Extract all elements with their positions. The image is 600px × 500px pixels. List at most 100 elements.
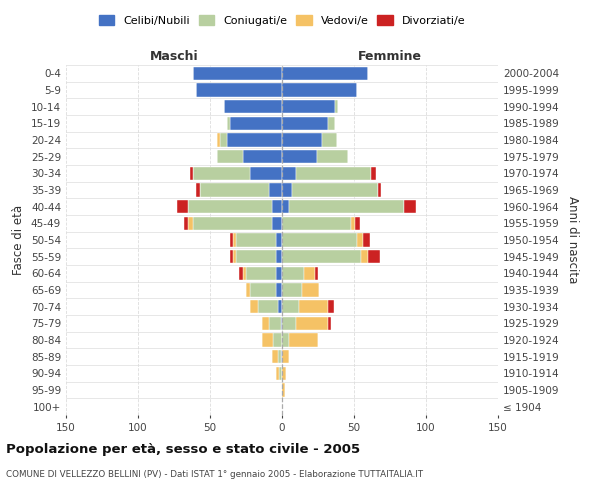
- Bar: [200, 184, 269, 196]
- Bar: [299, 300, 328, 314]
- Bar: [272, 200, 282, 213]
- Bar: [282, 300, 299, 314]
- Bar: [193, 166, 250, 180]
- Bar: [272, 350, 278, 364]
- Bar: [227, 134, 282, 146]
- Bar: [304, 266, 315, 280]
- Bar: [177, 200, 188, 213]
- Bar: [282, 334, 289, 346]
- Bar: [217, 150, 243, 164]
- Bar: [230, 234, 233, 246]
- Bar: [196, 184, 200, 196]
- Bar: [282, 84, 357, 96]
- Bar: [282, 284, 302, 296]
- Bar: [262, 316, 269, 330]
- Y-axis label: Anni di nascita: Anni di nascita: [566, 196, 579, 284]
- Bar: [328, 316, 331, 330]
- Bar: [246, 284, 250, 296]
- Bar: [282, 150, 317, 164]
- Bar: [233, 250, 236, 264]
- Bar: [236, 250, 276, 264]
- Bar: [184, 216, 188, 230]
- Text: Maschi: Maschi: [149, 50, 199, 62]
- Bar: [193, 216, 272, 230]
- Bar: [282, 166, 296, 180]
- Bar: [276, 234, 282, 246]
- Bar: [289, 334, 318, 346]
- Bar: [243, 150, 282, 164]
- Y-axis label: Fasce di età: Fasce di età: [13, 205, 25, 275]
- Bar: [282, 366, 286, 380]
- Bar: [282, 384, 285, 396]
- Bar: [296, 316, 328, 330]
- Bar: [233, 234, 236, 246]
- Bar: [361, 250, 368, 264]
- Bar: [230, 250, 233, 264]
- Bar: [282, 66, 368, 80]
- Bar: [193, 66, 282, 80]
- Bar: [278, 300, 282, 314]
- Text: Popolazione per età, sesso e stato civile - 2005: Popolazione per età, sesso e stato civil…: [6, 442, 360, 456]
- Bar: [368, 250, 380, 264]
- Legend: Celibi/Nubili, Coniugati/e, Vedovi/e, Divorziati/e: Celibi/Nubili, Coniugati/e, Vedovi/e, Di…: [94, 10, 470, 30]
- Text: Femmine: Femmine: [358, 50, 422, 62]
- Bar: [289, 200, 404, 213]
- Bar: [276, 366, 279, 380]
- Bar: [276, 266, 282, 280]
- Bar: [328, 116, 335, 130]
- Bar: [281, 316, 282, 330]
- Bar: [362, 234, 370, 246]
- Bar: [274, 334, 282, 346]
- Bar: [250, 166, 282, 180]
- Bar: [357, 234, 362, 246]
- Bar: [269, 184, 282, 196]
- Bar: [217, 134, 220, 146]
- Bar: [188, 216, 193, 230]
- Bar: [282, 250, 361, 264]
- Bar: [351, 216, 355, 230]
- Bar: [282, 100, 335, 114]
- Bar: [230, 116, 282, 130]
- Bar: [250, 300, 257, 314]
- Bar: [272, 216, 282, 230]
- Bar: [317, 150, 348, 164]
- Bar: [236, 234, 276, 246]
- Bar: [243, 266, 246, 280]
- Bar: [282, 134, 322, 146]
- Bar: [188, 200, 272, 213]
- Bar: [278, 350, 281, 364]
- Bar: [282, 200, 289, 213]
- Bar: [282, 234, 357, 246]
- Bar: [335, 100, 338, 114]
- Bar: [257, 300, 278, 314]
- Bar: [281, 350, 282, 364]
- Bar: [279, 366, 282, 380]
- Bar: [276, 284, 282, 296]
- Bar: [404, 200, 416, 213]
- Bar: [371, 166, 376, 180]
- Bar: [322, 134, 337, 146]
- Bar: [239, 266, 243, 280]
- Bar: [276, 250, 282, 264]
- Bar: [220, 134, 227, 146]
- Bar: [224, 100, 282, 114]
- Bar: [246, 266, 276, 280]
- Bar: [282, 266, 304, 280]
- Text: COMUNE DI VELLEZZO BELLINI (PV) - Dati ISTAT 1° gennaio 2005 - Elaborazione TUTT: COMUNE DI VELLEZZO BELLINI (PV) - Dati I…: [6, 470, 423, 479]
- Bar: [379, 184, 382, 196]
- Bar: [190, 166, 193, 180]
- Bar: [355, 216, 360, 230]
- Bar: [292, 184, 379, 196]
- Bar: [315, 266, 318, 280]
- Bar: [302, 284, 319, 296]
- Bar: [282, 116, 328, 130]
- Bar: [296, 166, 371, 180]
- Bar: [282, 316, 296, 330]
- Bar: [250, 284, 276, 296]
- Bar: [196, 84, 282, 96]
- Bar: [262, 334, 274, 346]
- Bar: [328, 300, 334, 314]
- Bar: [282, 184, 292, 196]
- Bar: [269, 316, 281, 330]
- Bar: [282, 216, 351, 230]
